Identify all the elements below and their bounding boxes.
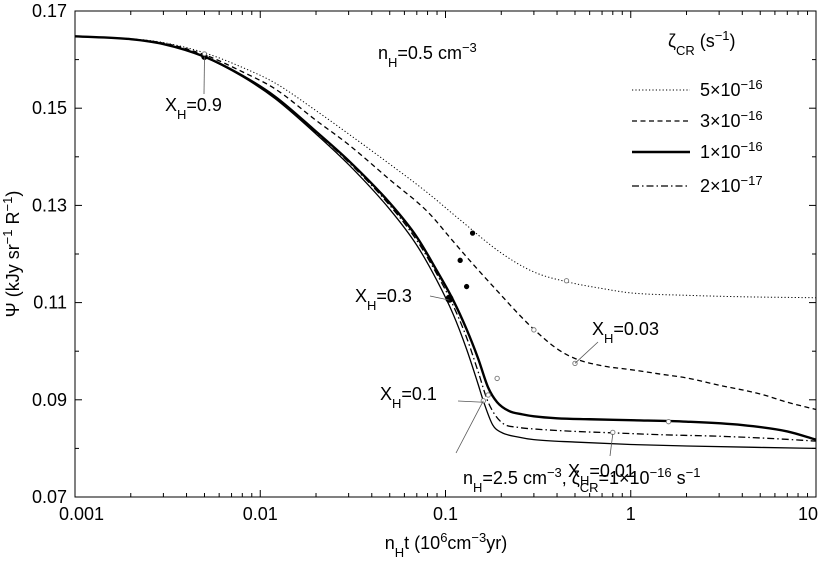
- density-note-bottom: nH=2.5 cm−3, ζCR=1×10−16 s−1: [463, 465, 700, 495]
- data-marker: [665, 419, 672, 425]
- y-tick-label: 0.09: [32, 390, 67, 410]
- data-marker: [531, 327, 537, 333]
- y-tick-label: 0.11: [33, 293, 67, 313]
- annotation-layer: XH=0.9 XH=0.3 XH=0.1 XH=0.03 XH=0.01: [165, 57, 659, 488]
- data-marker: [469, 230, 476, 236]
- y-tick-label: 0.17: [32, 1, 67, 21]
- legend-label-3: 2×10−17: [700, 173, 763, 197]
- annotation-leader: [574, 341, 599, 364]
- legend-label-0: 5×10−16: [700, 77, 763, 101]
- data-marker: [445, 294, 454, 303]
- data-marker: [485, 392, 491, 398]
- series-line-4: [74, 35, 817, 450]
- y-tick-label: 0.15: [32, 98, 67, 118]
- y-tick-label: 0.13: [32, 195, 67, 215]
- annotation-label: XH=0.3: [355, 286, 412, 313]
- x-axis-label: nHt (106cm−3yr): [385, 530, 508, 560]
- y-tick-label: 0.07: [32, 487, 67, 507]
- annotation-leader: [457, 400, 484, 403]
- annotation-label: XH=0.9: [165, 95, 222, 122]
- x-tick-label: 0.1: [433, 504, 458, 524]
- data-marker: [494, 375, 500, 382]
- annotation-label: XH=0.1: [380, 384, 437, 411]
- marker-layer: [201, 51, 672, 436]
- series-line-0: [74, 35, 817, 299]
- density-note-top: nH=0.5 cm−3: [378, 40, 477, 70]
- legend-title: ζCR (s−1): [668, 28, 736, 58]
- annotation-leader: [455, 400, 484, 454]
- x-tick-label: 1: [626, 504, 636, 524]
- data-marker: [202, 51, 207, 57]
- annotation-label: XH=0.03: [592, 319, 659, 346]
- data-marker: [563, 278, 570, 284]
- x-tick-label: 0.001: [59, 504, 104, 524]
- annotation-leader: [429, 295, 450, 301]
- annotation-label: XH=0.01: [568, 461, 635, 488]
- legend-label-2: 1×10−16: [700, 139, 763, 163]
- data-marker: [457, 257, 463, 263]
- axis-ticks: 0.001 0.01 0.1 1 100.070.090.110.130.150.17: [32, 1, 818, 524]
- x-tick-label: 0.01: [243, 504, 278, 524]
- x-tick-label: 10: [798, 504, 818, 524]
- series-line-1: [74, 35, 817, 411]
- annotation-leader: [609, 433, 614, 457]
- series-layer: [74, 35, 817, 450]
- legend: ζCR (s−1) 5×10−16 3×10−16 1×10−16 2×10−17: [632, 28, 763, 197]
- y-axis-label: Ψ (kJy sr−1 R−1): [0, 191, 23, 318]
- data-marker: [463, 283, 470, 290]
- legend-label-1: 3×10−16: [700, 108, 763, 132]
